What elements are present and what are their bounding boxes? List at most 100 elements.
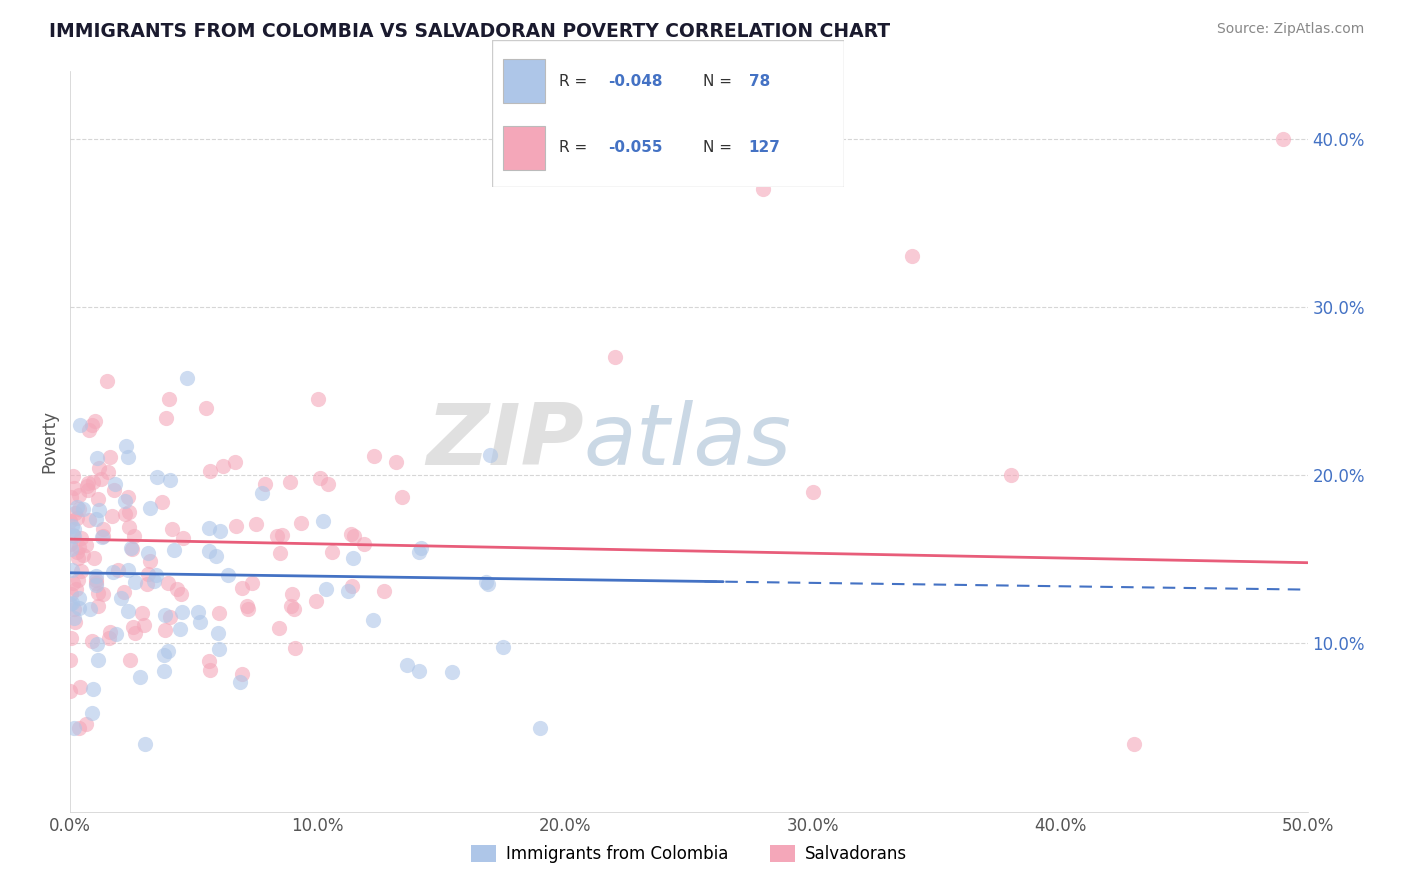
Point — [67, 591, 90, 606]
Point — [63, 482, 86, 496]
Point — [166, 582, 188, 596]
Point — [67, 721, 90, 735]
Point — [72, 501, 94, 516]
Text: N =: N = — [703, 74, 737, 89]
Point — [408, 545, 430, 559]
Point — [65, 582, 87, 596]
Point — [59, 587, 82, 601]
Point — [156, 644, 179, 658]
Point — [63, 611, 86, 625]
Point — [169, 622, 191, 636]
Point — [62, 527, 84, 541]
Point — [170, 605, 193, 619]
Point — [67, 488, 90, 502]
Text: IMMIGRANTS FROM COLOMBIA VS SALVADORAN POVERTY CORRELATION CHART: IMMIGRANTS FROM COLOMBIA VS SALVADORAN P… — [49, 22, 890, 41]
Point — [82, 634, 104, 648]
Point — [84, 414, 107, 428]
Point — [59, 653, 82, 667]
FancyBboxPatch shape — [503, 126, 544, 169]
Point — [198, 544, 221, 558]
Point — [529, 721, 551, 735]
Point — [250, 486, 273, 500]
Point — [62, 563, 84, 577]
Point — [228, 675, 250, 690]
Point — [69, 417, 91, 432]
Point — [60, 519, 83, 533]
Point — [211, 458, 233, 473]
Point — [373, 584, 395, 599]
Point — [120, 541, 142, 555]
Text: ZIP: ZIP — [426, 400, 583, 483]
Point — [66, 550, 89, 565]
Point — [124, 574, 146, 589]
Point — [118, 653, 141, 667]
Point — [67, 502, 90, 516]
Point — [224, 454, 246, 468]
Point — [385, 455, 408, 469]
Point — [98, 625, 121, 640]
Point — [91, 530, 114, 544]
Point — [150, 495, 173, 509]
Point — [205, 549, 228, 564]
Point — [84, 578, 107, 592]
Point — [198, 464, 221, 478]
Point — [65, 511, 87, 525]
Point — [70, 564, 93, 578]
Point — [117, 563, 139, 577]
Point — [170, 587, 193, 601]
Point — [342, 550, 364, 565]
Point — [104, 476, 127, 491]
Point — [87, 586, 110, 600]
Point — [82, 681, 104, 696]
Point — [72, 548, 94, 562]
Point — [477, 577, 499, 591]
Point — [172, 532, 194, 546]
Point — [281, 587, 304, 601]
Point — [145, 568, 167, 582]
Text: atlas: atlas — [583, 400, 792, 483]
Point — [87, 599, 110, 614]
Point — [66, 500, 89, 514]
Point — [363, 450, 385, 464]
Point — [155, 411, 177, 425]
Point — [67, 540, 90, 554]
Point — [101, 565, 124, 579]
Point — [208, 524, 231, 539]
Point — [91, 529, 114, 543]
Point — [79, 602, 101, 616]
Point — [159, 610, 181, 624]
Point — [138, 500, 160, 515]
Point — [69, 680, 91, 694]
Point — [105, 627, 128, 641]
Point — [59, 597, 82, 611]
Point — [396, 657, 419, 672]
Point — [1123, 738, 1146, 752]
Point — [77, 423, 100, 437]
Point — [312, 514, 335, 528]
Point — [82, 418, 104, 433]
Point — [132, 618, 155, 632]
Point — [129, 670, 152, 684]
Point — [159, 473, 181, 487]
Point — [117, 490, 139, 504]
Point — [59, 514, 82, 528]
Point — [308, 471, 330, 485]
Point — [153, 624, 176, 638]
Point — [801, 485, 824, 500]
Point — [66, 574, 89, 588]
Point — [900, 249, 922, 264]
Point — [135, 576, 157, 591]
Point — [91, 586, 114, 600]
Point — [339, 526, 361, 541]
Point — [112, 585, 135, 599]
Point — [153, 665, 176, 679]
Y-axis label: Poverty: Poverty — [41, 410, 59, 473]
Point — [217, 568, 239, 582]
Point — [231, 581, 253, 595]
Point — [70, 531, 93, 545]
Point — [136, 566, 159, 581]
Point — [139, 553, 162, 567]
Point — [59, 541, 82, 556]
Point — [117, 450, 139, 465]
Point — [80, 706, 103, 720]
